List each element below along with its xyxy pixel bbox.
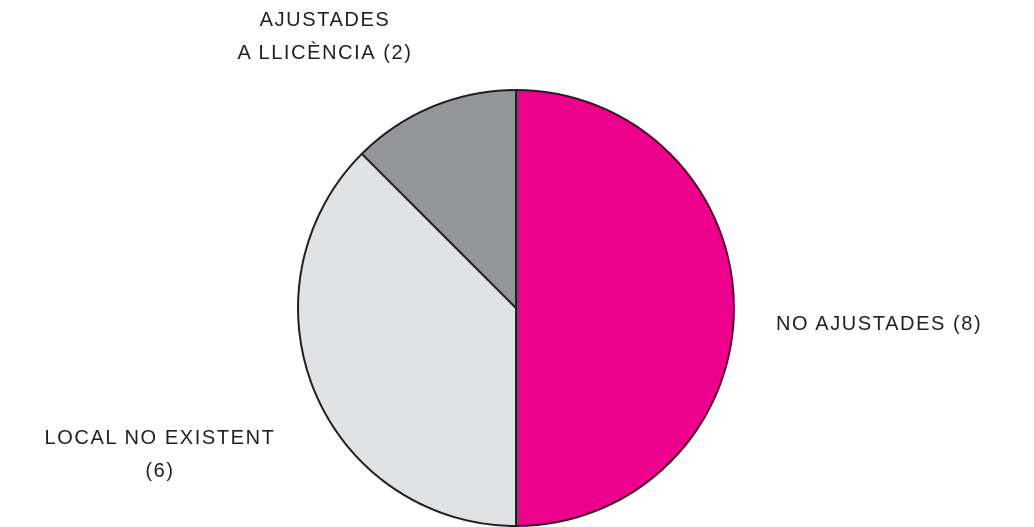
slice-label: AJUSTADES A LLICÈNCIA (2) (190, 4, 460, 70)
value-label: (6) (145, 460, 175, 482)
value-label: (2) (383, 42, 413, 64)
pie-slice (360, 89, 517, 309)
pie-slice (297, 152, 517, 527)
pie-slice (515, 89, 735, 527)
category-label: NO AJUSTADES (776, 313, 946, 335)
category-label: AJUSTADES A LLICÈNCIA (237, 9, 391, 64)
slice-label: LOCAL NO EXISTENT (6) (0, 422, 320, 488)
category-label: LOCAL NO EXISTENT (44, 427, 276, 449)
value-label: (8) (952, 313, 983, 335)
slice-label: NO AJUSTADES (8) (776, 308, 1034, 341)
